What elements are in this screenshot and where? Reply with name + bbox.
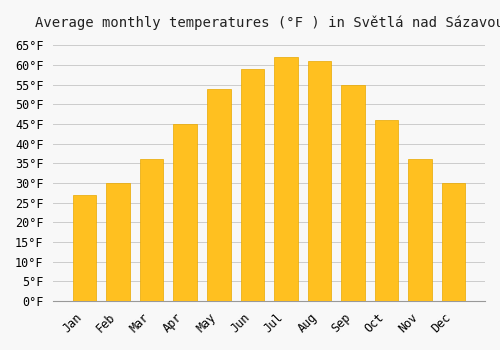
- Bar: [375, 120, 398, 301]
- Bar: [174, 124, 197, 301]
- Bar: [442, 183, 466, 301]
- Bar: [408, 160, 432, 301]
- Title: Average monthly temperatures (°F ) in Světlá nad Sázavou: Average monthly temperatures (°F ) in Sv…: [34, 15, 500, 29]
- Bar: [341, 85, 364, 301]
- Bar: [140, 160, 164, 301]
- Bar: [308, 61, 331, 301]
- Bar: [207, 89, 231, 301]
- Bar: [106, 183, 130, 301]
- Bar: [73, 195, 96, 301]
- Bar: [240, 69, 264, 301]
- Bar: [274, 57, 297, 301]
